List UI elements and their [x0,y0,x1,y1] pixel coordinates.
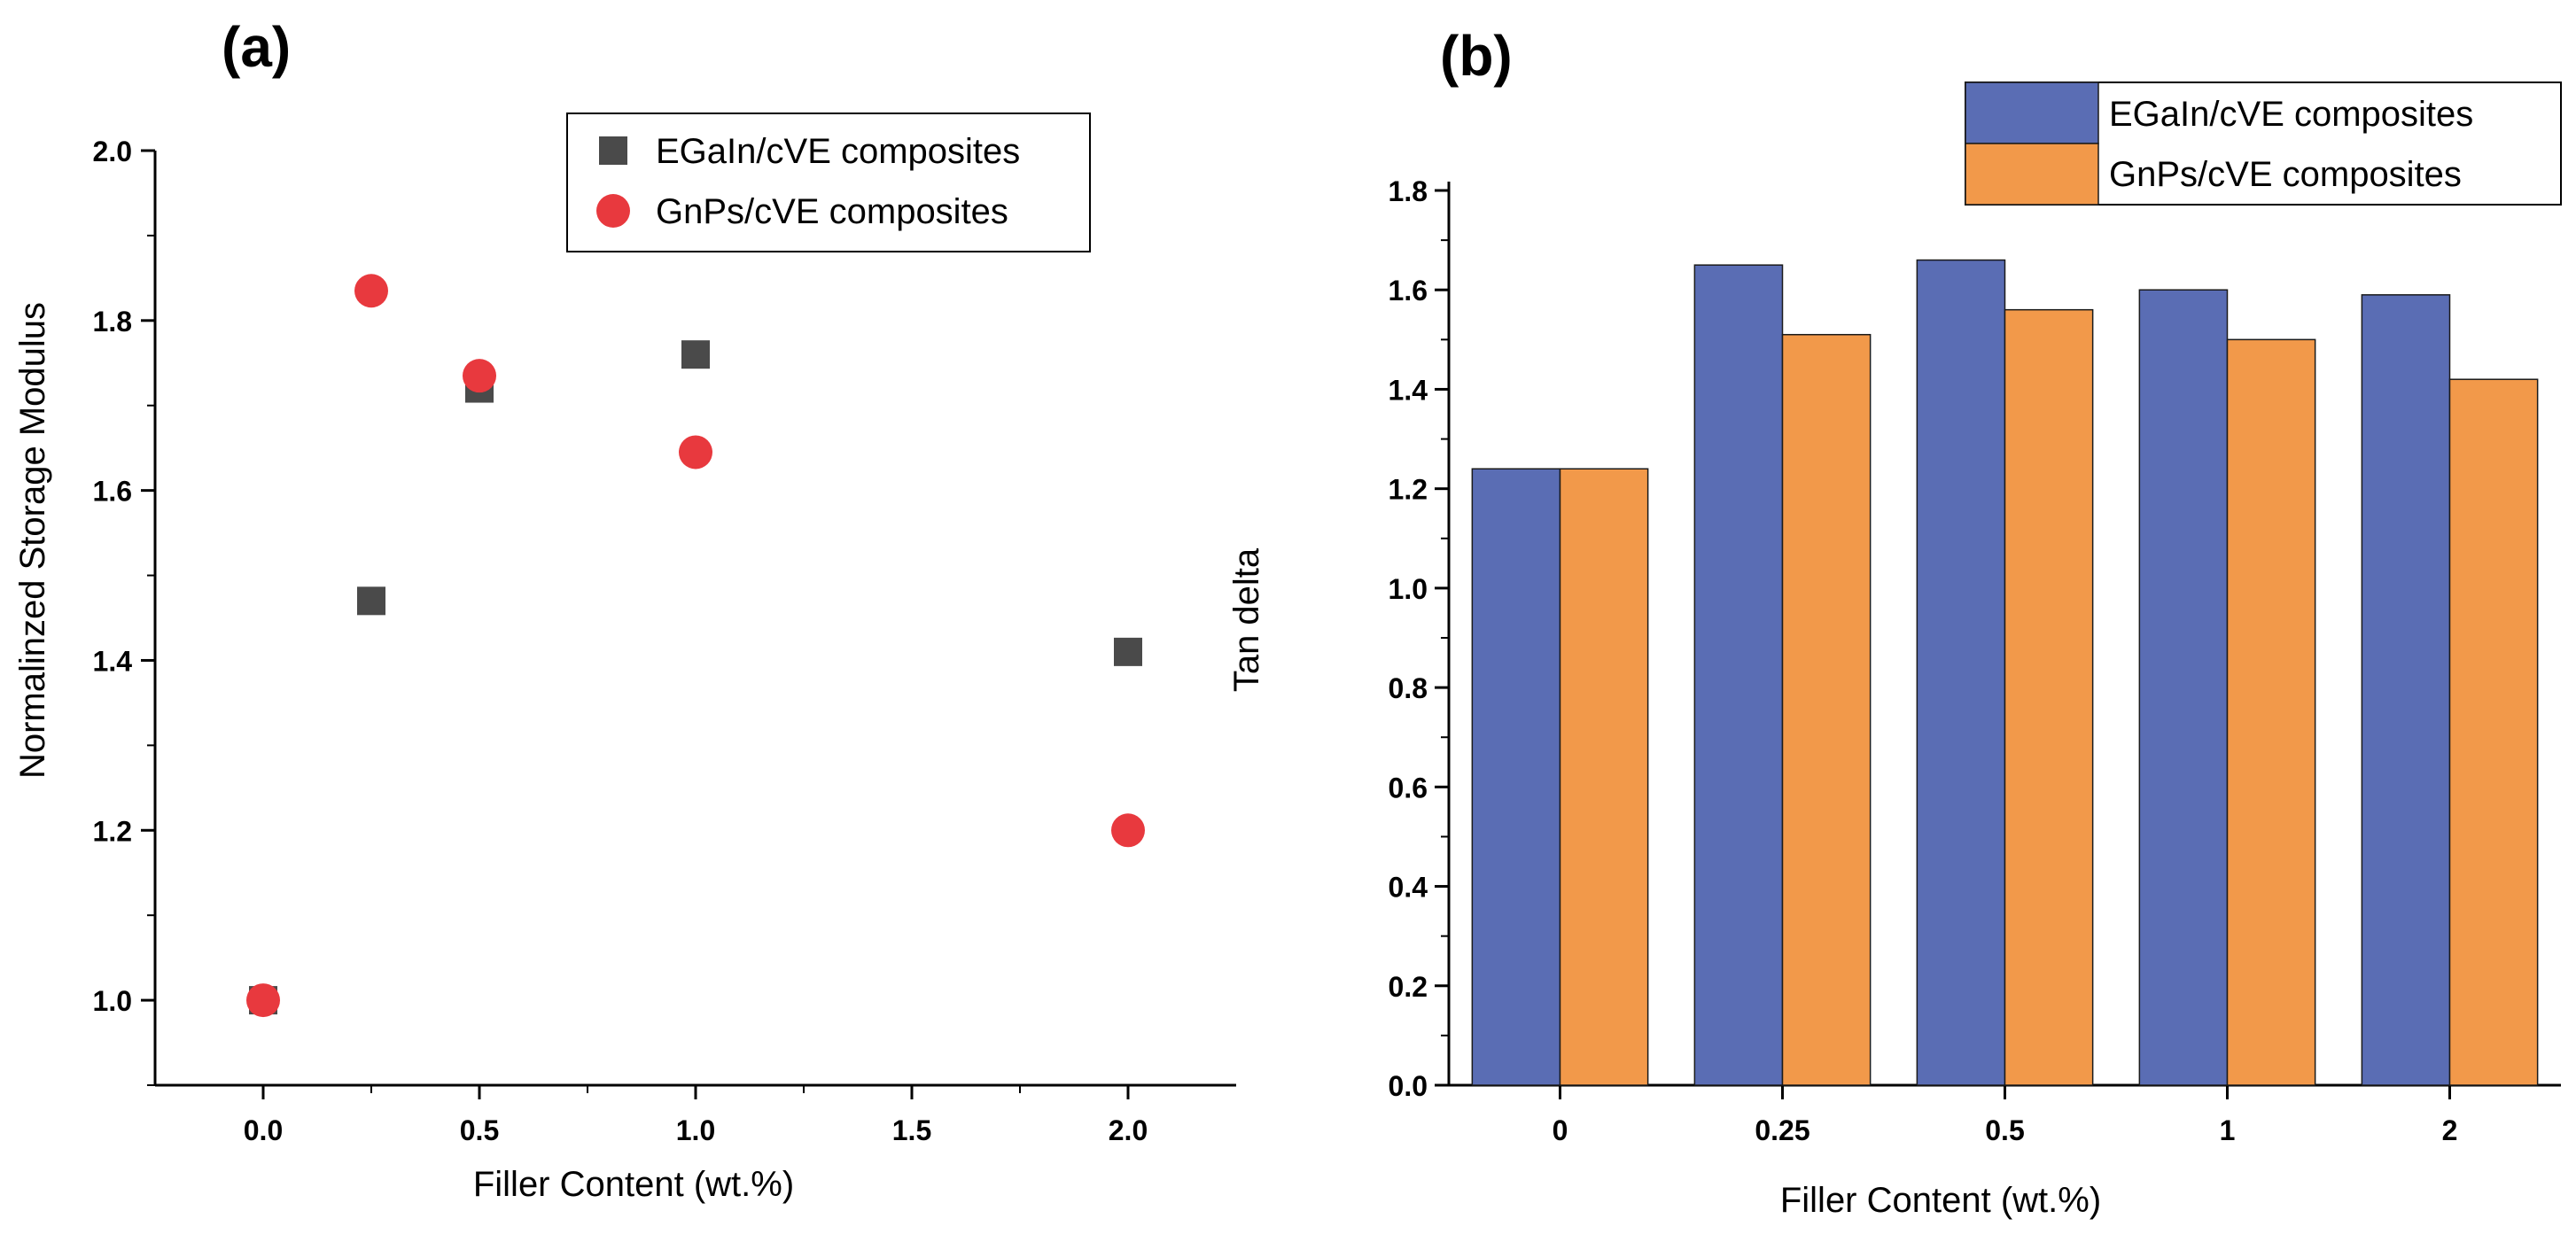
panel-b-bar-egain [2361,294,2451,1086]
panel-b-y-tick-label: 1.4 [1389,374,1428,406]
panel-a-legend-frame [566,113,1091,252]
panel-b-x-axis-title: Filler Content (wt.%) [1780,1181,2101,1220]
panel-b-x-tick-label: 1 [2220,1114,2236,1146]
panel-b-legend-swatch-egain [1965,82,2099,144]
panel-b-bar-egain [1916,259,2006,1086]
panel-a-y-tick-label: 1.4 [93,645,133,677]
panel-a-data-marks [246,274,1145,1018]
panel-b-bar-gnps [1781,333,1872,1086]
panel-b-x-tick-label: 0.25 [1755,1114,1809,1146]
panel-a-y-tick-label: 1.0 [93,985,132,1017]
panel-a-point-egain [357,586,385,616]
panel-a-point-gnps [463,359,496,393]
panel-b-bar: (b) Filler Content (wt.%) Tan delta 0.0 0… [1227,24,2562,1220]
panel-a-y-tick-label: 1.8 [93,306,132,338]
panel-b-y-tick-label: 0.0 [1389,1070,1428,1102]
panel-b-bar-egain [1471,468,1561,1086]
panel-b-legend-label-egain: EGaIn/cVE composites [2109,95,2473,134]
panel-b-y-tick-label: 0.8 [1389,672,1428,704]
panel-b-label: (b) [1440,24,1513,88]
panel-b-legend: EGaIn/cVE composites GnPs/cVE composites [1965,82,2562,206]
panel-b-bar-egain [2138,289,2229,1086]
panel-b-bar-gnps [1559,468,1649,1086]
panel-a-point-gnps [354,274,388,308]
panel-b-bar-egain [1693,264,1784,1086]
panel-b-y-tick-label: 0.6 [1389,772,1428,803]
panel-a-y-tick-label: 2.0 [93,136,132,167]
panel-b-y-tick-label: 1.2 [1389,474,1428,506]
panel-b-legend-label-gnps: GnPs/cVE composites [2109,155,2462,194]
panel-a-label: (a) [222,15,291,79]
panel-b-y-tick-label: 0.2 [1389,971,1428,1003]
panel-b-x-tick-label: 0 [1553,1114,1568,1146]
panel-a-legend-marker-egain [599,136,627,165]
panel-b-bar-gnps [2226,338,2316,1086]
panel-b-bar-gnps [2004,308,2094,1086]
panel-a-point-gnps [246,983,280,1018]
panel-a-x-tick-label: 1.0 [676,1114,715,1146]
panel-a-point-gnps [679,435,712,470]
panel-a-scatter: (a) Filler Content (wt.%) Normalinzed St… [13,15,1236,1204]
panel-b-y-tick-label: 1.8 [1389,175,1428,207]
panel-b-x-tick-label: 2 [2442,1114,2458,1146]
panel-b-legend-swatch-gnps [1965,143,2099,206]
panel-b-bars [1471,259,2539,1086]
panel-a-y-tick-label: 1.2 [93,815,132,847]
panel-b-y-tick-label: 1.0 [1389,573,1428,605]
panel-b-y-tick-label: 0.4 [1389,872,1428,904]
panel-a-x-axis-title: Filler Content (wt.%) [473,1165,794,1204]
panel-b-y-axis-title: Tan delta [1227,547,1266,692]
panel-b-x-tick-label: 0.5 [1985,1114,2024,1146]
panel-a-x-tick-label: 0.5 [460,1114,499,1146]
panel-a-y-axis-title: Normalinzed Storage Modulus [13,302,52,779]
panel-a-x-tick-label: 0.0 [244,1114,283,1146]
panel-a-x-tick-label: 1.5 [892,1114,931,1146]
panel-a-y-tick-label: 1.6 [93,476,132,508]
panel-a-x-tick-label: 2.0 [1109,1114,1148,1146]
panel-a-legend-marker-gnps [596,194,630,228]
panel-a-point-egain [1114,637,1142,666]
panel-a-legend: EGaIn/cVE composites GnPs/cVE composites [566,113,1091,252]
panel-b-bar-gnps [2448,378,2539,1086]
panel-a-legend-label-egain: EGaIn/cVE composites [656,132,1020,171]
panel-b-y-tick-label: 1.6 [1389,275,1428,307]
panel-a-legend-label-gnps: GnPs/cVE composites [656,192,1008,231]
panel-a-axes: 0.0 0.5 1.0 1.5 2.0 1.0 1.2 1.4 1.6 1.8 2.0 [93,136,1236,1146]
panel-a-point-egain [681,340,710,369]
panel-a-point-gnps [1111,813,1145,848]
